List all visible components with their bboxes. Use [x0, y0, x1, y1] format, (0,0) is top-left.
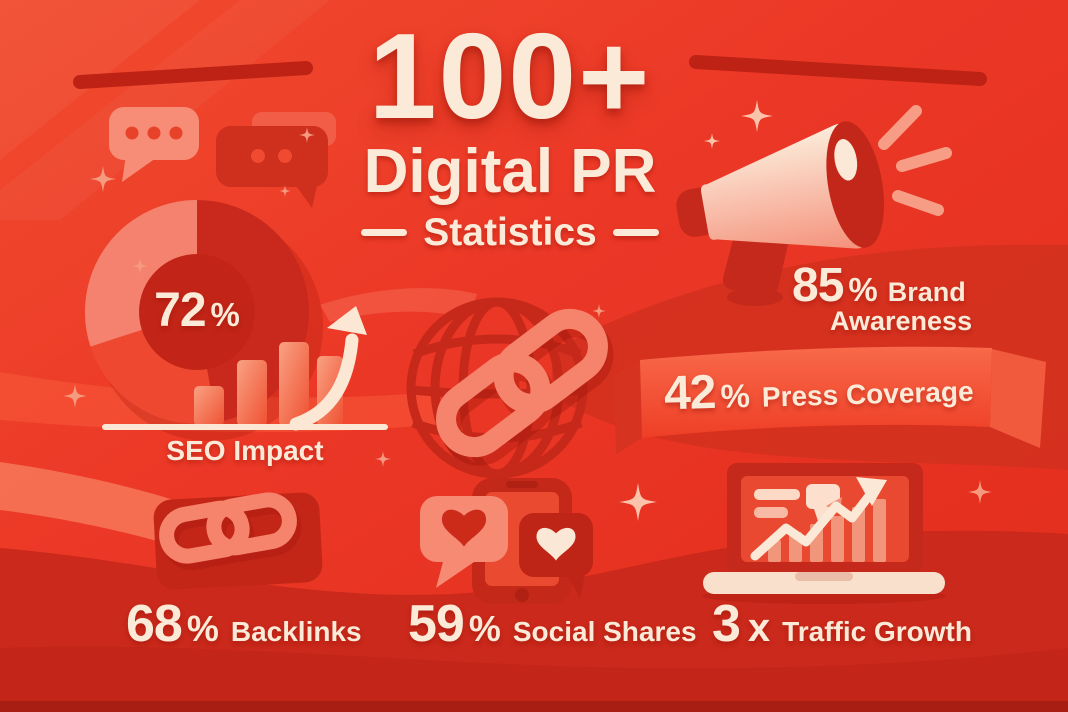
- sparkle-icons: [63, 100, 992, 521]
- stat-traffic-growth-label: Traffic Growth: [782, 616, 972, 647]
- stat-social-shares: 59% Social Shares: [408, 598, 697, 650]
- heart-bubble-left-icon: [420, 496, 508, 588]
- stat-brand-awareness-number: 85: [792, 259, 844, 312]
- phone-hearts-icon: [420, 478, 593, 604]
- title-count: 100+: [368, 8, 652, 144]
- title-main: Digital PR: [363, 137, 657, 207]
- backlinks-chain-icon: [153, 492, 323, 590]
- sound-rays-icon: [878, 105, 952, 216]
- stat-backlinks-number: 68: [126, 595, 183, 653]
- laptop-growth-icon: [702, 463, 946, 604]
- title-subtitle: Statistics: [423, 211, 597, 255]
- stat-brand-awareness-label-line2: Awareness: [830, 306, 973, 336]
- stat-social-shares-suffix: %: [468, 608, 501, 649]
- subtitle-dash-right: [612, 229, 659, 237]
- stat-seo-impact-number: 72: [154, 284, 206, 337]
- bar-chart-arrow-icon: [102, 306, 388, 431]
- stat-seo-impact-value: 72%: [97, 287, 297, 335]
- ribbon-banner: [614, 346, 1046, 454]
- stat-traffic-growth-suffix: x: [747, 606, 771, 650]
- stat-brand-awareness-suffix: %: [848, 271, 878, 308]
- stat-backlinks-label: Backlinks: [230, 616, 362, 647]
- stat-press-coverage-suffix: %: [720, 376, 751, 415]
- stat-seo-impact-label: SEO Impact: [166, 435, 324, 466]
- stat-traffic-growth-number: 3: [712, 595, 741, 653]
- stat-social-shares-label: Social Shares: [512, 616, 697, 647]
- stat-brand-awareness: 85% Brand Awareness: [792, 262, 972, 335]
- stat-press-coverage-number: 42: [663, 365, 717, 421]
- stat-social-shares-number: 59: [408, 595, 465, 653]
- stat-brand-awareness-row: 85% Brand: [792, 262, 972, 310]
- globe-chain-link-icon: [436, 308, 614, 466]
- stat-press-coverage-label: Press Coverage: [761, 375, 974, 413]
- title-accent-strokes: [73, 55, 987, 89]
- stat-seo-impact-suffix: %: [210, 296, 240, 333]
- stat-brand-awareness-label-line1: Brand: [887, 277, 966, 307]
- stat-backlinks: 68% Backlinks: [126, 598, 362, 650]
- stat-backlinks-suffix: %: [186, 608, 219, 649]
- title-subtitle-row: Statistics: [280, 213, 740, 252]
- title-block: 100+ Digital PR Statistics: [280, 8, 740, 252]
- heart-bubble-right-icon: [519, 513, 593, 598]
- subtitle-dash-left: [361, 229, 408, 237]
- chat-bubbles-icon: [109, 107, 336, 208]
- stat-press-coverage: 42% Press Coverage: [663, 362, 974, 421]
- megaphone-icon: [676, 105, 952, 306]
